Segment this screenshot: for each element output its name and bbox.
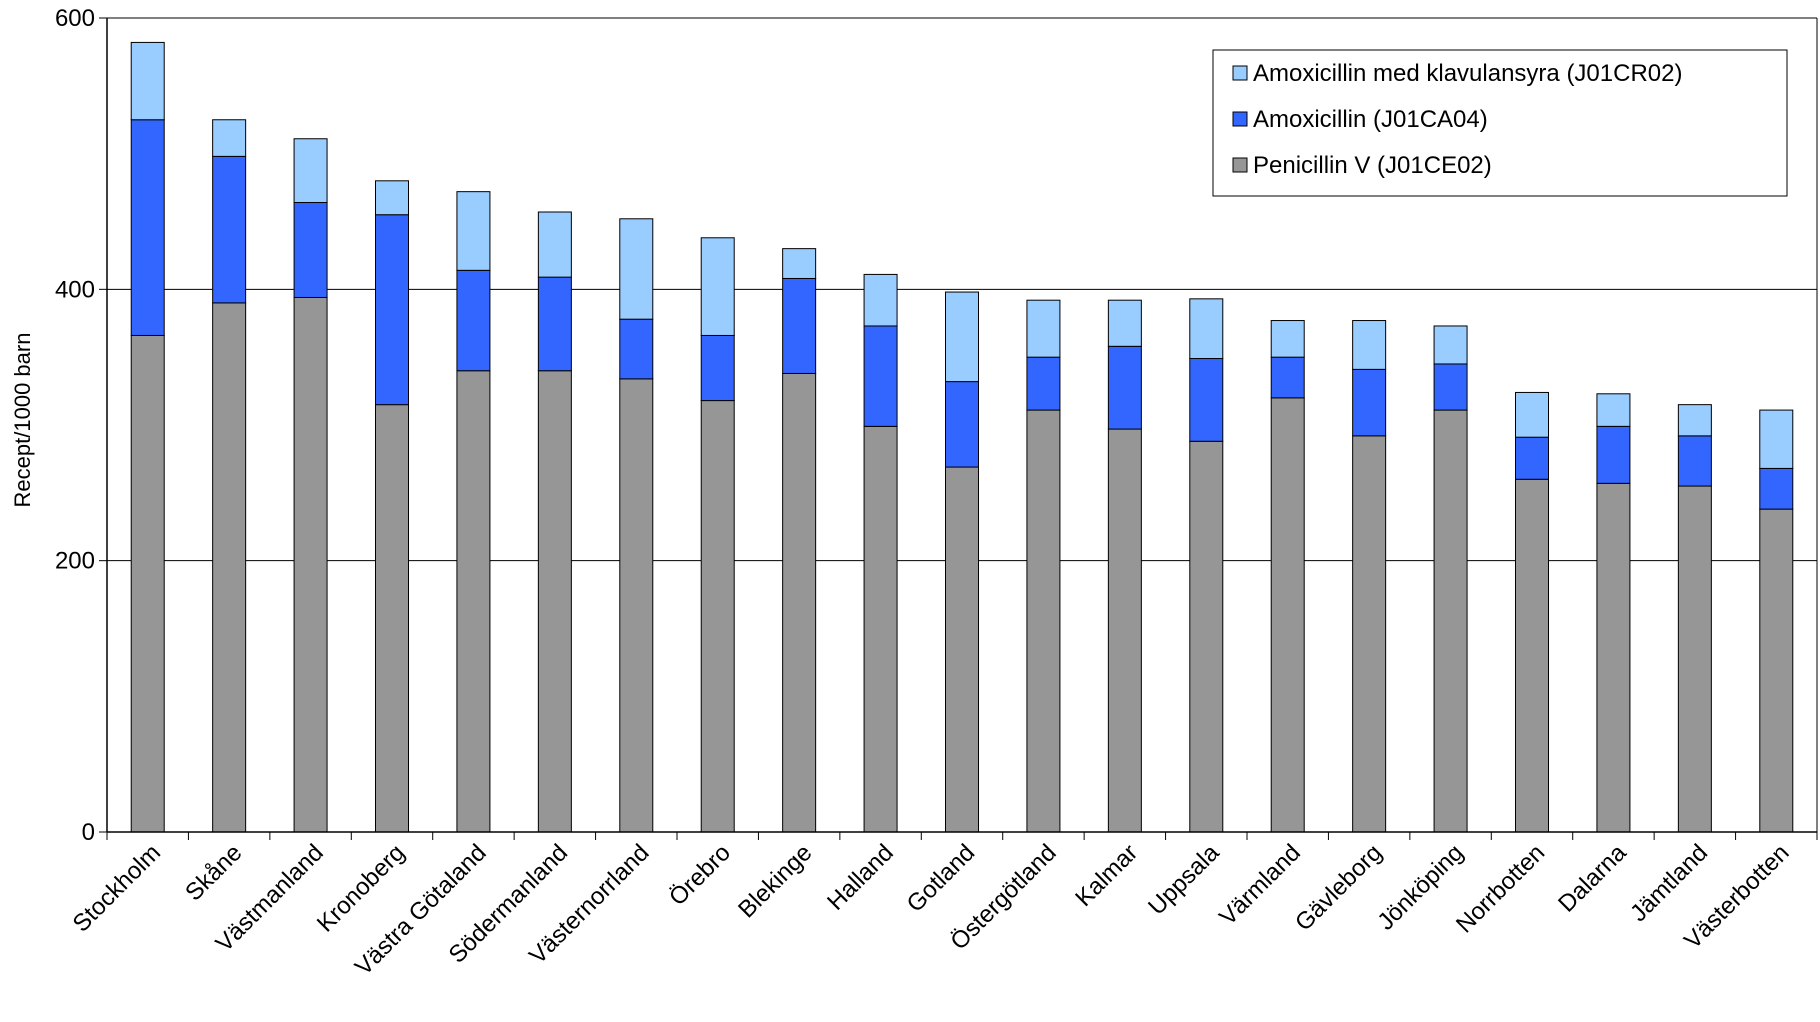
bar-segment: [1677, 404, 1712, 437]
bar-segment: [1189, 440, 1224, 833]
bar-segment: [945, 381, 979, 468]
bar-segment: [1433, 363, 1468, 411]
bar-segment: [863, 325, 898, 427]
x-category-label: Uppsala: [1143, 839, 1225, 921]
bar-segment: [863, 273, 898, 327]
bar-segment: [1107, 428, 1142, 833]
bar-segment: [1026, 299, 1061, 358]
y-tick-label: 400: [55, 276, 95, 303]
bar-segment: [1759, 508, 1794, 833]
bar-segment: [1270, 320, 1305, 358]
x-category-label: Gotland: [902, 839, 981, 918]
bar-segment: [1596, 482, 1631, 833]
bar-segment: [1026, 409, 1061, 833]
y-tick-labels: 0 200 400 600: [55, 5, 95, 846]
x-category-label: Norrbotten: [1451, 839, 1550, 938]
bar-segment: [1026, 356, 1061, 411]
bar-segment: [1189, 358, 1224, 442]
bar-segment: [293, 296, 328, 833]
bar-segment: [1352, 320, 1387, 370]
bar-segment: [456, 370, 491, 833]
bar-segment: [212, 119, 247, 157]
bar-segment: [945, 466, 979, 833]
legend-swatch: [1232, 111, 1248, 127]
bar-segment: [1677, 435, 1712, 487]
bar-segment: [537, 370, 572, 833]
legend: Amoxicillin med klavulansyra (J01CR02) Am…: [1212, 49, 1788, 197]
legend-box: [1212, 49, 1788, 197]
bar-segment: [130, 41, 165, 121]
bar-segment: [130, 119, 165, 336]
bar-segment: [945, 291, 979, 383]
x-category-label: Blekinge: [733, 839, 817, 923]
bar-segment: [863, 425, 898, 833]
bar-segment: [782, 372, 817, 833]
bar-segment: [1596, 393, 1631, 427]
bar-segment: [1270, 397, 1305, 833]
bar-segment: [212, 155, 247, 304]
bar-segment: [1677, 485, 1712, 833]
x-category-label: Stockholm: [68, 839, 166, 937]
bar-segment: [1107, 299, 1142, 347]
bar-segment: [375, 214, 409, 406]
bar-segment: [1270, 356, 1305, 399]
bar-segment: [1515, 478, 1549, 833]
bar-segment: [293, 202, 328, 298]
bar-segment: [212, 302, 247, 833]
bar-segment: [700, 334, 735, 402]
legend-swatch: [1232, 157, 1248, 173]
x-category-label: Halland: [822, 839, 899, 916]
x-category-label: Kalmar: [1070, 839, 1143, 912]
x-category-label: Skåne: [180, 839, 247, 906]
bar-segment: [619, 218, 654, 320]
bar-segment: [782, 248, 817, 279]
legend-label: Amoxicillin med klavulansyra (J01CR02): [1253, 60, 1682, 87]
bar-segment: [375, 404, 409, 833]
bar-segment: [537, 276, 572, 372]
bar-segment: [1596, 425, 1631, 484]
bar-segment: [1759, 409, 1794, 469]
bar-segment: [1189, 298, 1224, 360]
bar-segment: [700, 237, 735, 336]
x-category-label: Dalarna: [1553, 839, 1632, 918]
bar-segment: [619, 318, 654, 380]
bar-segment: [456, 269, 491, 372]
bar-segment: [700, 400, 735, 833]
bars: [130, 41, 1794, 833]
bar-segment: [1352, 368, 1387, 437]
legend-swatch: [1232, 65, 1248, 81]
x-category-label: Gävleborg: [1290, 839, 1387, 936]
y-tick-label: 600: [55, 5, 95, 32]
legend-label: Amoxicillin (J01CA04): [1253, 106, 1488, 133]
bar-segment: [1107, 345, 1142, 430]
bar-segment: [1515, 436, 1549, 480]
bar-segment: [130, 334, 165, 833]
y-tick-label: 200: [55, 548, 95, 575]
y-axis-title: Recept/1000 barn: [10, 333, 35, 508]
bar-segment: [1433, 325, 1468, 365]
bar-segment: [619, 378, 654, 833]
bar-segment: [782, 277, 817, 374]
axes: [99, 17, 1818, 840]
bar-segment: [1759, 467, 1794, 510]
x-category-labels: Stockholm SkåneVästmanlandKronobergVästra…: [68, 839, 1795, 981]
bar-segment: [1433, 409, 1468, 833]
bar-segment: [375, 180, 409, 216]
legend-label: Penicillin V (J01CE02): [1253, 152, 1492, 179]
y-tick-label: 0: [82, 819, 95, 846]
bar-segment: [293, 138, 328, 204]
bar-segment: [1352, 435, 1387, 833]
bar-segment: [1515, 391, 1549, 438]
bar-segment: [456, 191, 491, 271]
x-category-label: Örebro: [664, 839, 736, 911]
bar-segment: [537, 211, 572, 278]
